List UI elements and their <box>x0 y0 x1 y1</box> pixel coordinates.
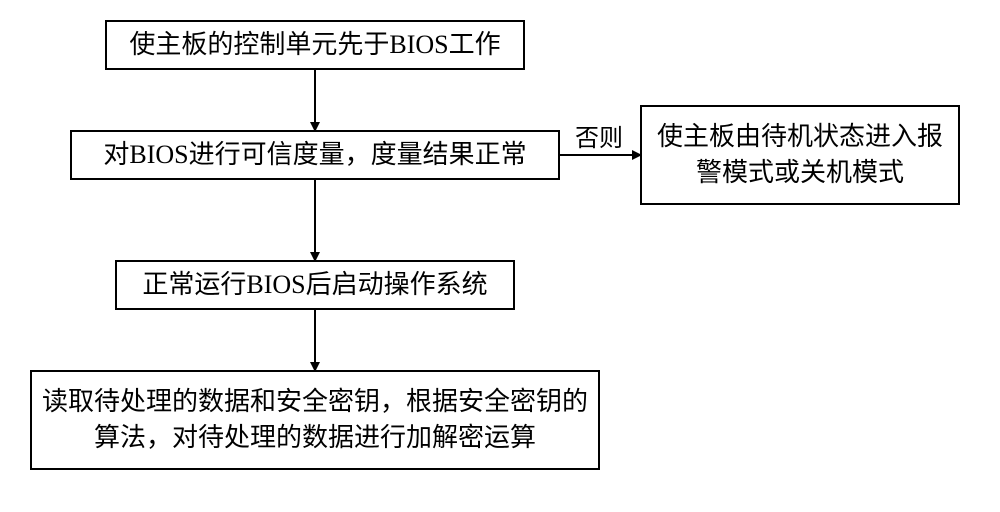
flow-node-4: 正常运行BIOS后启动操作系统 <box>115 260 515 310</box>
flow-node-5-text: 读取待处理的数据和安全密钥，根据安全密钥的算法，对待处理的数据进行加解密运算 <box>42 384 588 457</box>
flow-node-3: 使主板由待机状态进入报警模式或关机模式 <box>640 105 960 205</box>
flow-node-2: 对BIOS进行可信度量，度量结果正常 <box>70 130 560 180</box>
flow-node-4-text: 正常运行BIOS后启动操作系统 <box>142 267 487 303</box>
flow-node-5: 读取待处理的数据和安全密钥，根据安全密钥的算法，对待处理的数据进行加解密运算 <box>30 370 600 470</box>
edge-label-else: 否则 <box>575 118 623 153</box>
flow-node-3-text: 使主板由待机状态进入报警模式或关机模式 <box>652 119 948 192</box>
flow-node-1: 使主板的控制单元先于BIOS工作 <box>105 20 525 70</box>
edge-label-else-text: 否则 <box>575 126 623 152</box>
flow-node-1-text: 使主板的控制单元先于BIOS工作 <box>129 27 500 63</box>
flow-node-2-text: 对BIOS进行可信度量，度量结果正常 <box>103 137 526 173</box>
